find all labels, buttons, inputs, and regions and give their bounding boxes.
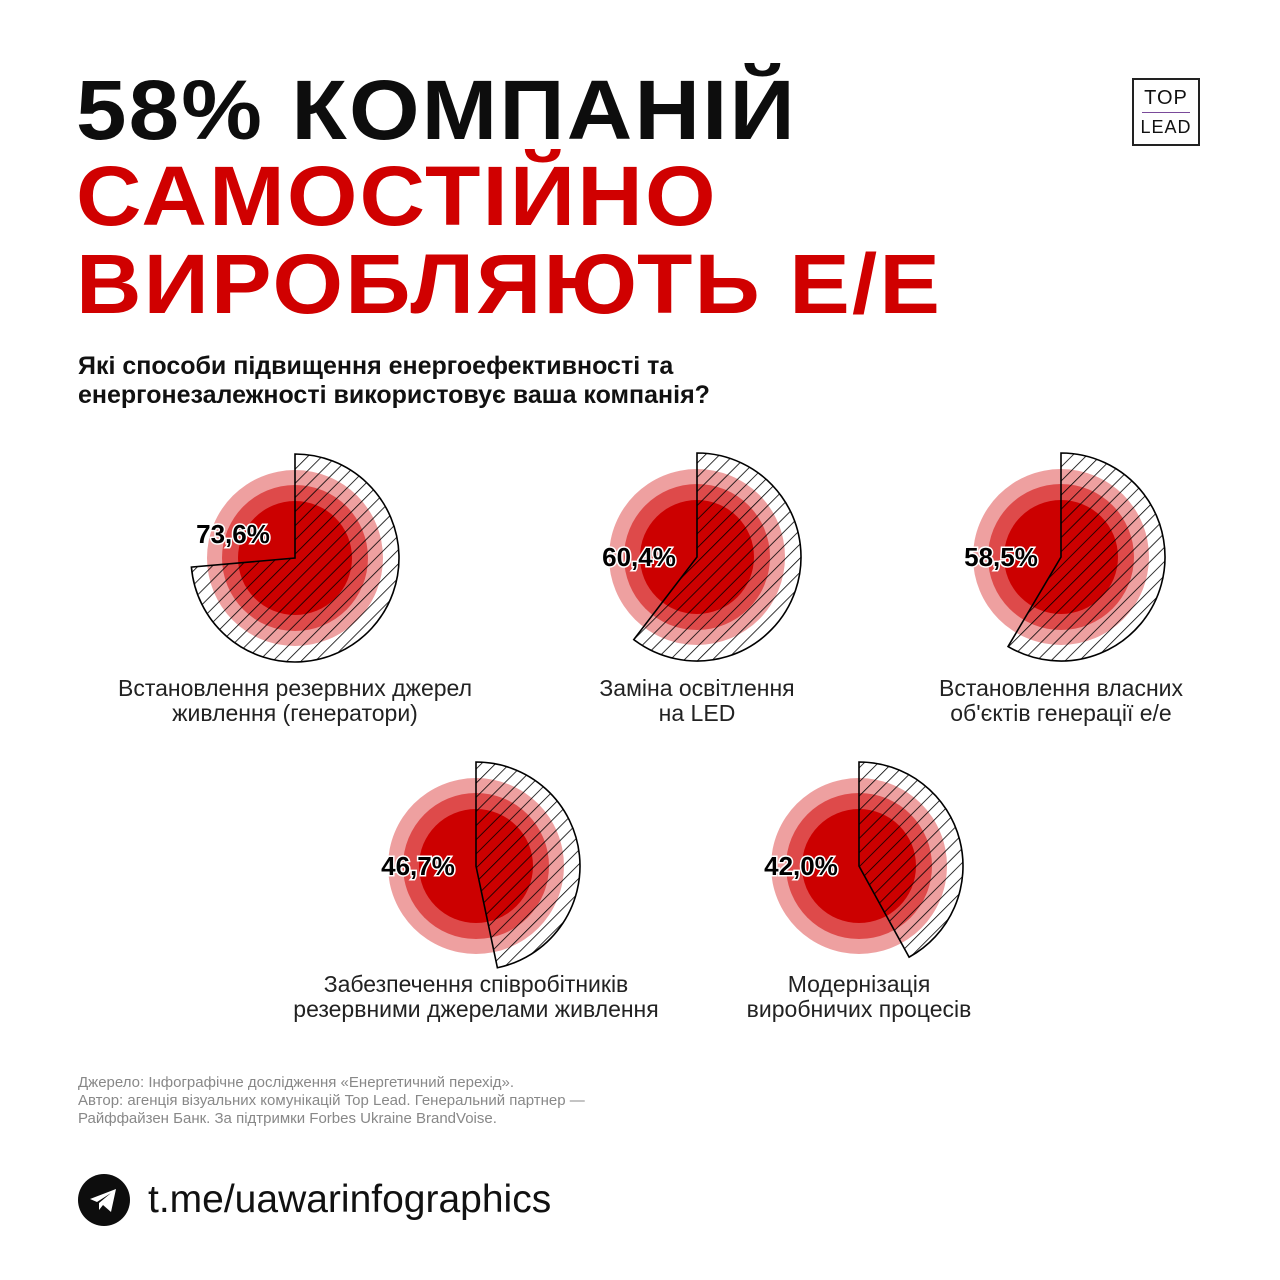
category-label: Заміна освітлення на LED: [599, 676, 794, 726]
chart-item: 60,4%: [601, 452, 802, 662]
source-line-3: Райффайзен Банк. За підтримки Forbes Ukr…: [78, 1110, 497, 1127]
category-label-line: Забезпечення співробітників: [323, 971, 629, 997]
chart-item: 73,6%: [190, 453, 400, 663]
category-label-line: Встановлення резервних джерел: [118, 675, 472, 701]
category-label-line: виробничих процесів: [746, 996, 972, 1022]
category-label: Забезпечення співробітників резервними дж…: [293, 972, 658, 1022]
category-label-line: живлення (генератори): [172, 700, 418, 726]
category-label-line: Встановлення власних: [938, 675, 1184, 701]
logo-lead: LEAD: [1140, 117, 1192, 137]
category-label-line: резервними джерелами живлення: [293, 996, 659, 1022]
category-label: Встановлення резервних джерел живлення (г…: [118, 676, 472, 726]
value-label: 46,7%: [381, 851, 455, 881]
value-sector: [190, 453, 400, 663]
value-sector: [632, 452, 802, 662]
source-line-2: Автор: агенція візуальних комунікацій To…: [78, 1092, 585, 1109]
category-label-line: Модернізація: [787, 971, 931, 997]
value-label: 58,5%: [964, 542, 1038, 572]
value-sector: [858, 761, 964, 959]
telegram-link[interactable]: t.me/uawarinfographics: [148, 1178, 552, 1221]
question-line-1: Які способи підвищення енергоефективност…: [78, 352, 674, 380]
source-line-1: Джерело: Інфографічне дослідження «Енерг…: [78, 1074, 515, 1091]
top-lead-logo: TOP LEAD: [1132, 78, 1200, 146]
chart-item: 46,7%: [380, 761, 581, 969]
category-label-line: Заміна освітлення: [599, 675, 795, 701]
value-label: 73,6%: [196, 519, 270, 549]
value-label: 42,0%: [764, 851, 838, 881]
value-sector: [1006, 452, 1166, 662]
logo-divider: [1142, 112, 1190, 113]
source-note: Джерело: Інфографічне дослідження «Енерг…: [78, 1074, 585, 1128]
chart-item: 58,5%: [963, 452, 1166, 662]
telegram-icon[interactable]: [78, 1174, 130, 1226]
logo-top: TOP: [1144, 87, 1188, 109]
question: Які способи підвищення енергоефективност…: [78, 352, 710, 410]
question-line-2: енергонезалежності використовує ваша ком…: [78, 381, 710, 409]
value-sector: [475, 761, 581, 969]
category-label: Встановлення власних об'єктів генерації е…: [939, 676, 1183, 726]
title-line-1: 58% КОМПАНІЙ: [76, 63, 797, 157]
category-label: Модернізація виробничих процесів: [747, 972, 972, 1022]
value-label: 60,4%: [602, 542, 676, 572]
title-line-3: ВИРОБЛЯЮТЬ Е/Е: [76, 237, 942, 331]
chart-item: 42,0%: [763, 761, 964, 959]
category-label-line: на LED: [658, 700, 736, 726]
category-label-line: об'єктів генерації е/е: [950, 700, 1172, 726]
title-line-2: САМОСТІЙНО: [76, 149, 718, 243]
